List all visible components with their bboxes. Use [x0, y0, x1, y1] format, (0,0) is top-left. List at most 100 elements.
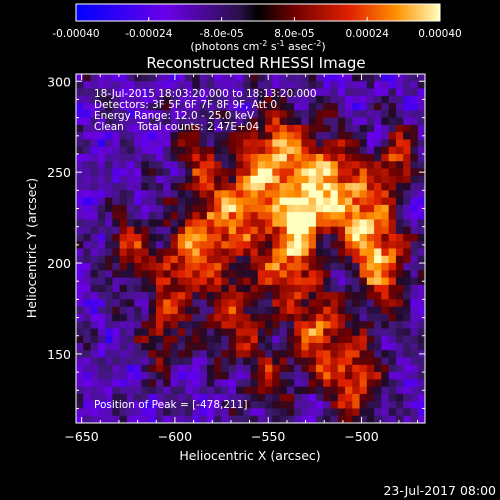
heatmap-cell: [199, 117, 208, 126]
heatmap-cell: [279, 74, 288, 82]
heatmap-cell: [155, 350, 164, 358]
heatmap-cell: [105, 248, 113, 257]
heatmap-cell: [228, 408, 237, 417]
heatmap-cell: [352, 226, 360, 235]
heatmap-cell: [279, 132, 288, 140]
heatmap-cell: [141, 103, 150, 111]
heatmap-cell: [221, 95, 230, 104]
heatmap-cell: [286, 255, 295, 264]
heatmap-cell: [272, 226, 280, 235]
heatmap-cell: [315, 124, 324, 133]
heatmap-cell: [395, 183, 404, 191]
heatmap-cell: [301, 408, 310, 417]
heatmap-cell: [315, 183, 324, 191]
heatmap-cell: [315, 117, 324, 126]
heatmap-cell: [403, 299, 411, 308]
heatmap-cell: [148, 284, 157, 293]
heatmap-cell: [323, 350, 331, 358]
heatmap-cell: [214, 212, 222, 220]
heatmap-cell: [83, 379, 91, 388]
heatmap-cell: [141, 321, 150, 329]
heatmap-cell: [410, 284, 419, 293]
heatmap-cell: [366, 350, 375, 358]
heatmap-cell: [177, 212, 186, 220]
heatmap-cell: [97, 81, 106, 89]
heatmap-cell: [90, 95, 99, 104]
heatmap-cell: [301, 284, 310, 293]
heatmap-cell: [228, 284, 237, 293]
heatmap-cell: [330, 415, 339, 423]
heatmap-cell: [308, 183, 317, 191]
heatmap-cell: [214, 233, 222, 242]
heatmap-cell: [345, 393, 353, 402]
heatmap-cell: [76, 306, 84, 315]
heatmap-cell: [148, 270, 157, 278]
heatmap-cell: [126, 190, 135, 198]
heatmap-cell: [105, 313, 113, 322]
heatmap-cell: [265, 175, 273, 184]
heatmap-cell: [243, 292, 251, 300]
heatmap-cell: [206, 270, 215, 278]
heatmap-cell: [366, 277, 375, 286]
heatmap-cell: [90, 292, 99, 300]
heatmap-cell: [301, 255, 310, 264]
heatmap-cell: [90, 248, 99, 257]
heatmap-cell: [76, 161, 84, 169]
heatmap-cell: [105, 284, 113, 293]
heatmap-cell: [417, 95, 425, 104]
heatmap-cell: [243, 183, 251, 191]
heatmap-cell: [381, 248, 390, 257]
heatmap-cell: [155, 372, 164, 380]
heatmap-cell: [257, 132, 266, 140]
heatmap-cell: [366, 132, 375, 140]
heatmap-cell: [388, 197, 397, 206]
heatmap-cell: [359, 364, 368, 373]
heatmap-cell: [381, 335, 390, 344]
heatmap-cell: [257, 168, 266, 177]
heatmap-cell: [308, 335, 317, 344]
heatmap-cell: [177, 117, 186, 126]
heatmap-cell: [235, 284, 244, 293]
heatmap-cell: [257, 233, 266, 242]
heatmap-cell: [177, 153, 186, 162]
heatmap-cell: [155, 226, 164, 235]
heatmap-cell: [199, 103, 208, 111]
heatmap-cell: [112, 212, 121, 220]
heatmap-cell: [83, 372, 91, 380]
heatmap-cell: [97, 335, 106, 344]
heatmap-cell: [199, 146, 208, 155]
heatmap-cell: [359, 183, 368, 191]
heatmap-cell: [76, 139, 84, 148]
heatmap-cell: [163, 212, 171, 220]
heatmap-cell: [250, 379, 259, 388]
heatmap-cell: [126, 175, 135, 184]
heatmap-cell: [76, 408, 84, 417]
heatmap-cell: [352, 255, 360, 264]
heatmap-cell: [272, 415, 280, 423]
heatmap-cell: [366, 379, 375, 388]
heatmap-cell: [250, 277, 259, 286]
heatmap-cell: [286, 379, 295, 388]
heatmap-cell: [119, 183, 128, 191]
heatmap-cell: [388, 161, 397, 169]
heatmap-cell: [148, 139, 157, 148]
heatmap-cell: [417, 219, 425, 228]
heatmap-cell: [148, 292, 157, 300]
heatmap-cell: [206, 408, 215, 417]
heatmap-cell: [381, 270, 390, 278]
heatmap-cell: [286, 335, 295, 344]
heatmap-cell: [206, 357, 215, 366]
heatmap-cell: [366, 74, 375, 82]
heatmap-cell: [301, 204, 310, 213]
heatmap-cell: [206, 343, 215, 351]
heatmap-cell: [170, 103, 179, 111]
heatmap-cell: [294, 219, 302, 228]
heatmap-cell: [214, 197, 222, 206]
heatmap-cell: [403, 292, 411, 300]
heatmap-cell: [374, 255, 382, 264]
heatmap-cell: [308, 313, 317, 322]
heatmap-cell: [352, 103, 360, 111]
heatmap-cell: [395, 401, 404, 409]
heatmap-cell: [126, 277, 135, 286]
heatmap-cell: [221, 408, 230, 417]
